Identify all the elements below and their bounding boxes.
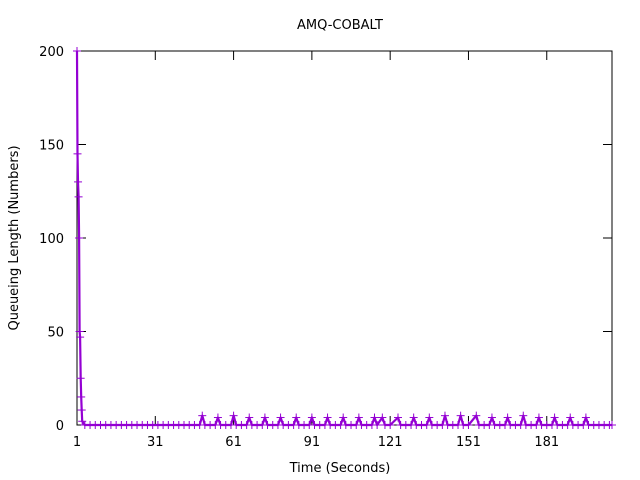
data-point [550,413,559,422]
data-point [260,413,269,422]
y-axis-label: Queueing Length (Numbers) [7,145,22,330]
x-tick-label-4: 121 [378,435,403,450]
chart-title: AMQ-COBALT [297,18,383,33]
y-tick-label-2: 100 [39,232,64,247]
data-point [74,177,83,186]
data-point [608,421,616,429]
data-point [245,413,254,422]
data-point [198,411,207,420]
data-point [229,411,238,420]
data-point [73,149,82,158]
data-point [76,333,85,342]
data-point [503,413,512,422]
data-point [370,413,379,422]
x-tick-label-1: 31 [147,435,164,450]
data-point [409,413,418,422]
x-tick-label-6: 181 [534,435,559,450]
data-point [534,413,543,422]
y-tick-label-4: 200 [39,45,64,60]
data-point [75,234,84,242]
data-point [464,421,473,429]
data-point [566,413,575,422]
y-tick-label-3: 150 [39,139,64,154]
data-point [292,413,301,422]
data-point [74,192,83,201]
y-tick-label-0: 0 [56,419,64,434]
data-point [456,411,465,420]
y-tick-label-1: 50 [47,326,64,341]
data-point [386,421,395,429]
plot-frame [76,50,613,426]
data-point [75,327,84,336]
x-tick-label-3: 91 [304,435,321,450]
series-line-0 [75,50,612,427]
x-tick-label-0: 1 [73,435,81,450]
data-point [440,411,449,420]
data-point [307,413,316,422]
data-point [519,411,528,420]
data-point [472,411,481,420]
data-point [323,413,332,422]
data-point [276,413,285,422]
x-tick-label-2: 61 [225,435,242,450]
x-tick-label-5: 151 [456,435,481,450]
data-point [213,413,222,422]
data-point [73,47,81,55]
data-point [354,413,363,422]
data-point [373,421,382,429]
data-point [77,392,86,401]
data-point [425,413,434,422]
data-point [487,413,496,422]
x-axis-label: Time (Seconds) [289,461,391,476]
data-point [394,413,402,422]
data-point [581,413,590,422]
data-point [378,413,387,422]
data-point [76,374,85,383]
data-point [77,406,86,415]
data-point [339,413,348,422]
